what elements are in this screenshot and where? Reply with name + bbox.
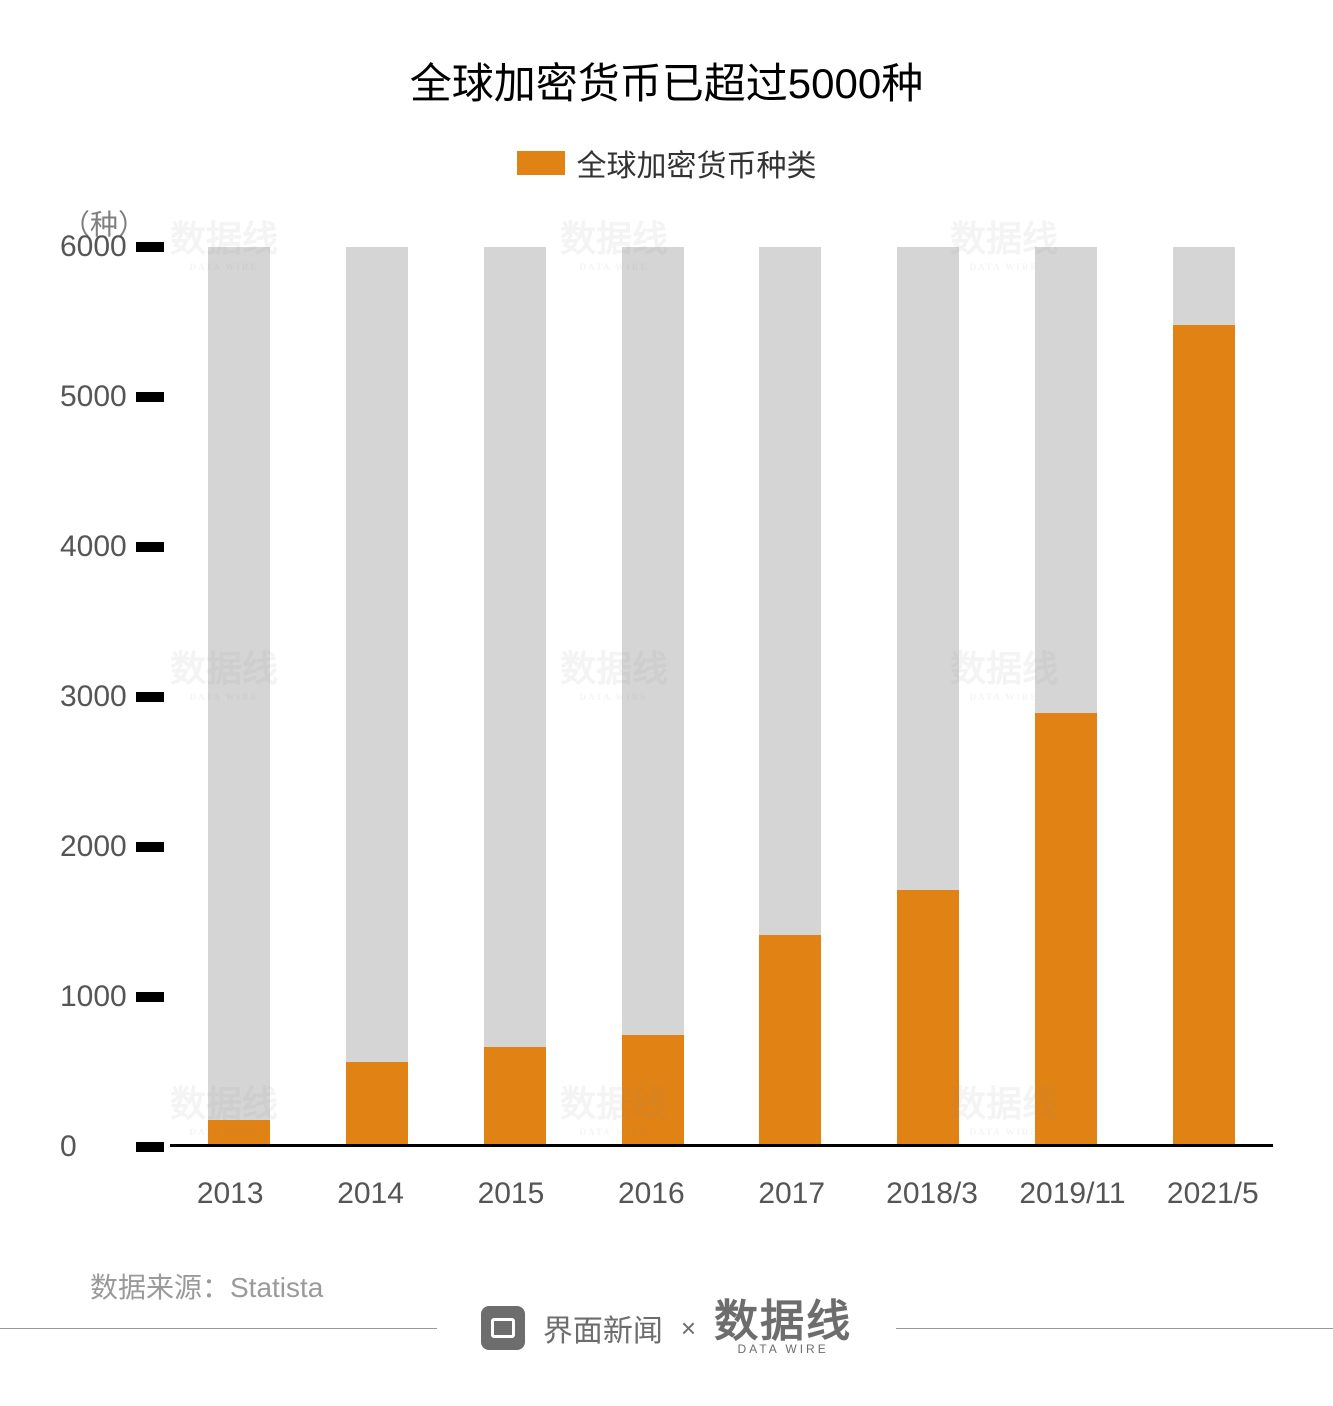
y-tick-label: 5000 — [60, 380, 130, 414]
jiemian-logo-icon — [481, 1306, 525, 1350]
bar-value — [208, 1120, 270, 1144]
y-axis: 0100020003000400050006000 — [60, 247, 160, 1147]
legend-swatch — [517, 151, 565, 175]
y-tick-label: 2000 — [60, 830, 130, 864]
plot-area: 0100020003000400050006000 — [60, 247, 1273, 1147]
y-tick-label: 0 — [60, 1130, 130, 1164]
x-axis-label: 2018/3 — [862, 1177, 1002, 1211]
x-axis-label: 2015 — [441, 1177, 581, 1211]
legend-label: 全球加密货币种类 — [577, 141, 817, 185]
x-axis-labels: 201320142015201620172018/32019/112021/5 — [160, 1177, 1283, 1211]
chart-title: 全球加密货币已超过5000种 — [50, 50, 1283, 111]
y-tick-label: 1000 — [60, 980, 130, 1014]
y-tick-label: 3000 — [60, 680, 130, 714]
brand-datawire-main: 数据线 — [714, 1300, 852, 1344]
bar-slot — [584, 247, 722, 1144]
bars-area — [170, 247, 1273, 1147]
bar-background — [897, 247, 959, 1144]
bar-slot — [722, 247, 860, 1144]
bar-value — [484, 1047, 546, 1144]
brand-separator: × — [681, 1313, 696, 1344]
bar-value — [346, 1062, 408, 1144]
y-tick-mark — [136, 1142, 164, 1152]
bar-slot — [170, 247, 308, 1144]
bar-value — [1035, 713, 1097, 1144]
bar-slot — [446, 247, 584, 1144]
brand-jiemian: 界面新闻 — [543, 1306, 663, 1350]
y-tick: 0 — [60, 1130, 164, 1164]
x-axis-label: 2014 — [300, 1177, 440, 1211]
y-tick-label: 6000 — [60, 230, 130, 264]
bar-background — [759, 247, 821, 1144]
bar-value — [897, 890, 959, 1144]
bar-slot — [997, 247, 1135, 1144]
y-tick: 1000 — [60, 980, 164, 1014]
footer-brand: 界面新闻 × 数据线 DATA WIRE — [461, 1300, 872, 1356]
bar-slot — [1135, 247, 1273, 1144]
bar-background — [346, 247, 408, 1144]
bar-slot — [859, 247, 997, 1144]
bar-background — [1173, 247, 1235, 1144]
y-axis-unit-label: （种） — [62, 203, 1283, 243]
x-axis-label: 2016 — [581, 1177, 721, 1211]
x-axis-label: 2013 — [160, 1177, 300, 1211]
bar-value — [1173, 325, 1235, 1144]
y-tick-mark — [136, 692, 164, 702]
bar-background — [208, 247, 270, 1144]
footer-line-left — [0, 1328, 437, 1329]
y-tick: 6000 — [60, 230, 164, 264]
y-tick-mark — [136, 842, 164, 852]
y-tick: 3000 — [60, 680, 164, 714]
y-tick-mark — [136, 992, 164, 1002]
x-axis-label: 2017 — [722, 1177, 862, 1211]
legend: 全球加密货币种类 — [50, 141, 1283, 185]
bar-background — [484, 247, 546, 1144]
x-axis-label: 2019/11 — [1002, 1177, 1142, 1211]
y-tick: 4000 — [60, 530, 164, 564]
bar-value — [759, 935, 821, 1144]
bar-background — [1035, 247, 1097, 1144]
bar-background — [622, 247, 684, 1144]
x-axis-label: 2021/5 — [1143, 1177, 1283, 1211]
chart-container: 全球加密货币已超过5000种 全球加密货币种类 （种） 0 1000 2000 300… — [0, 0, 1333, 1406]
y-tick-mark — [136, 392, 164, 402]
brand-datawire-sub: DATA WIRE — [737, 1342, 828, 1356]
y-tick-mark — [136, 542, 164, 552]
y-tick-label: 4000 — [60, 530, 130, 564]
footer: 界面新闻 × 数据线 DATA WIRE — [0, 1300, 1333, 1356]
bar-slot — [308, 247, 446, 1144]
bar-value — [622, 1035, 684, 1144]
y-tick: 5000 — [60, 380, 164, 414]
y-tick-mark — [136, 242, 164, 252]
y-tick: 2000 — [60, 830, 164, 864]
footer-line-right — [896, 1328, 1333, 1329]
brand-datawire: 数据线 DATA WIRE — [714, 1300, 852, 1356]
